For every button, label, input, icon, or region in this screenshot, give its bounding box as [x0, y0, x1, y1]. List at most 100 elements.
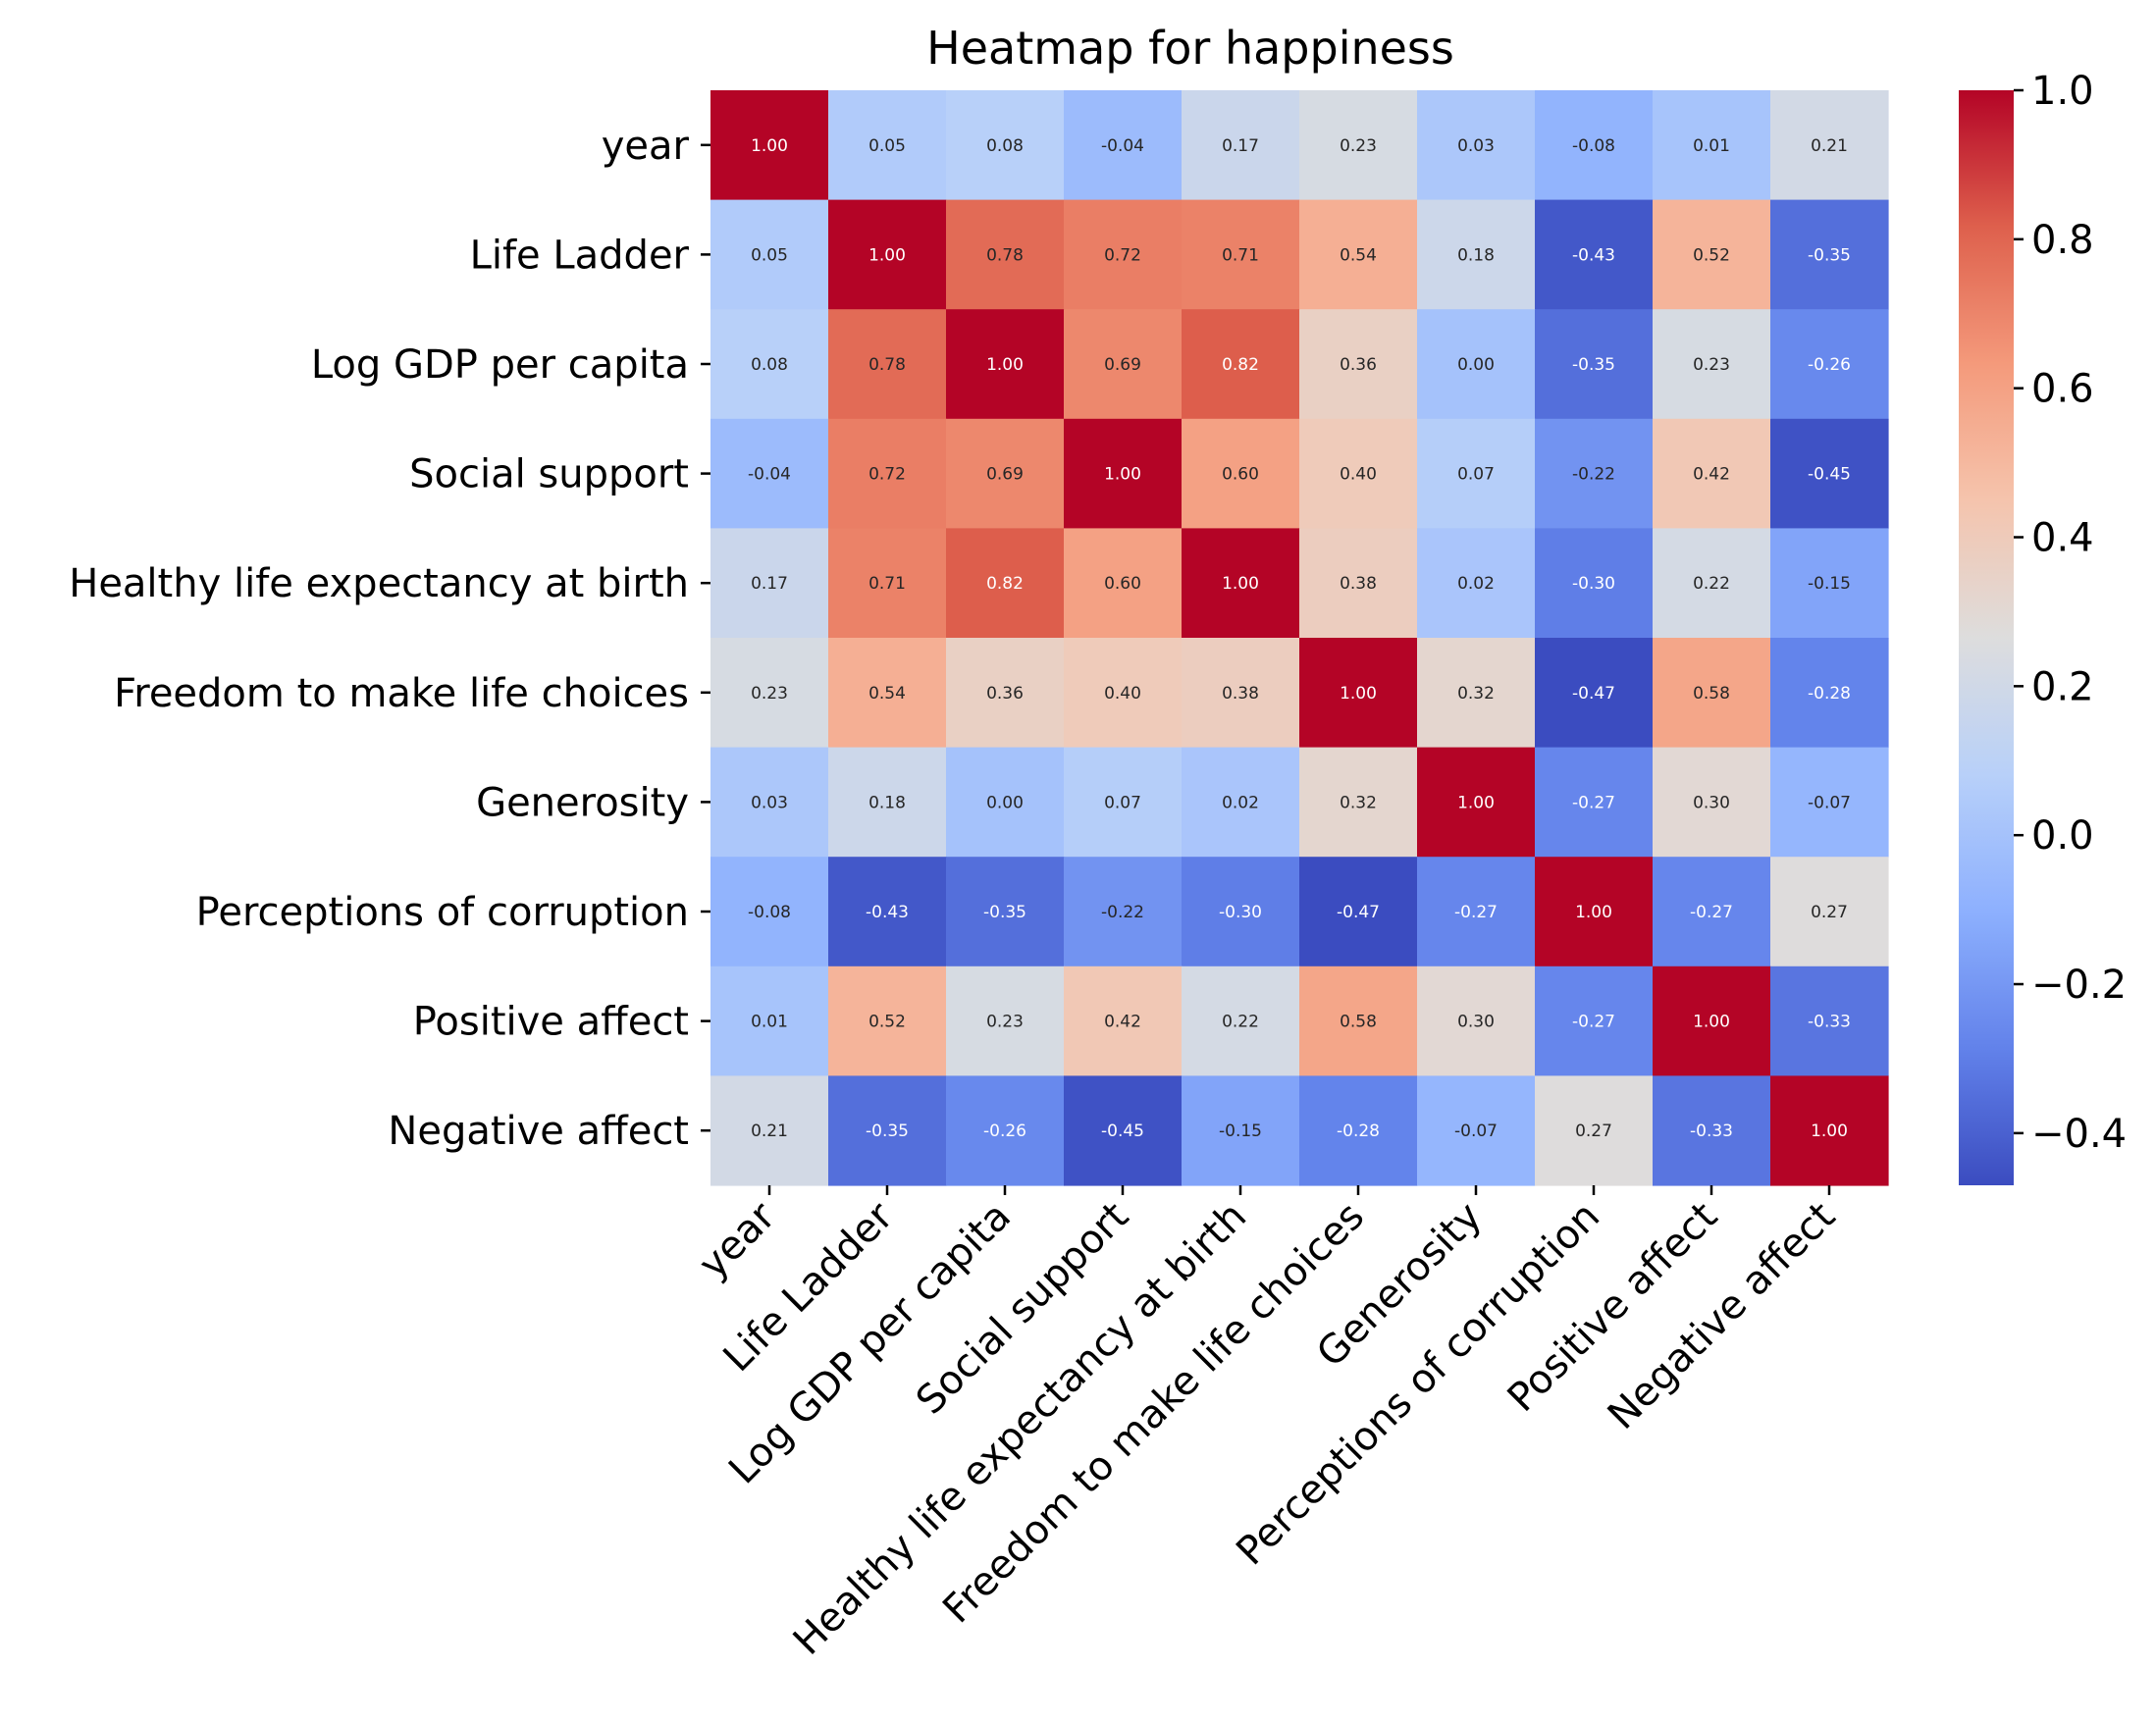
cell-value-label: -0.22	[1101, 903, 1144, 922]
cell-value-label: 1.00	[1693, 1013, 1730, 1032]
heatmap-cell-r2-c7	[1535, 309, 1654, 420]
colorbar-tick-label: 0.8	[2031, 218, 2094, 263]
heatmap-cell-r5-c4	[1182, 638, 1300, 749]
cell-value-label: 0.22	[1222, 1013, 1259, 1032]
cell-value-label: 0.18	[868, 793, 906, 812]
heatmap-cell-r8-c2	[946, 965, 1065, 1076]
cell-value-label: 1.00	[1222, 574, 1259, 594]
heatmap-cell-r5-c2	[946, 638, 1065, 749]
cell-value-label: -0.15	[1219, 1122, 1262, 1141]
cell-value-label: 0.69	[986, 465, 1024, 485]
cell-value-label: 0.38	[1340, 574, 1377, 594]
cell-value-label: -0.27	[1690, 903, 1733, 922]
heatmap-cell-r0-c3	[1064, 90, 1183, 201]
heatmap-cell-r1-c1	[828, 199, 947, 310]
cell-value-label: -0.27	[1572, 1013, 1615, 1032]
cell-value-label: -0.28	[1808, 684, 1851, 704]
heatmap-cell-r2-c0	[710, 309, 829, 420]
heatmap-cell-r8-c1	[828, 965, 947, 1076]
heatmap-cells: 1.00 0.05 0.08 -0.04 0.17 0.23 0.03 -0.08 0.01 0.…	[710, 90, 1889, 1186]
colorbar-tick-label: −0.2	[2031, 963, 2127, 1008]
heatmap-cell-r5-c3	[1064, 638, 1183, 749]
heatmap-cell-r4-c4	[1182, 528, 1300, 639]
heatmap-cell-r4-c9	[1770, 528, 1889, 639]
heatmap-cell-r9-c9	[1770, 1075, 1889, 1186]
heatmap-cell-r9-c1	[828, 1075, 947, 1186]
heatmap-cell-r4-c0	[710, 528, 829, 639]
cell-value-label: 0.42	[1693, 465, 1730, 485]
cell-value-label: 0.01	[1693, 136, 1730, 156]
cell-value-label: -0.47	[1337, 903, 1380, 922]
y-tick-label-healthy-life-expectancy-at-birth: Healthy life expectancy at birth	[69, 561, 689, 606]
colorbar-tick-label: 0.2	[2031, 664, 2094, 709]
colorbar-tick-label: 0.4	[2031, 516, 2094, 561]
cell-value-label: 0.22	[1693, 574, 1730, 594]
heatmap-cell-r4-c7	[1535, 528, 1654, 639]
cell-value-label: 0.08	[751, 355, 788, 375]
chart-title: Heatmap for happiness	[926, 22, 1454, 75]
cell-value-label: 1.00	[1457, 793, 1495, 812]
cell-value-label: 0.17	[1222, 136, 1259, 156]
heatmap-cell-r9-c0	[710, 1075, 829, 1186]
cell-value-label: 1.00	[868, 245, 906, 265]
cell-value-label: -0.30	[1219, 903, 1262, 922]
cell-value-label: -0.26	[1808, 355, 1851, 375]
x-tick-label-positive-affect: Positive affect	[1499, 1194, 1726, 1421]
cell-value-label: -0.35	[983, 903, 1026, 922]
heatmap-cell-r6-c6	[1417, 747, 1536, 858]
heatmap-cell-r0-c4	[1182, 90, 1300, 201]
heatmap-cell-r3-c7	[1535, 418, 1654, 529]
heatmap-cell-r8-c6	[1417, 965, 1536, 1076]
cell-value-label: 0.58	[1693, 684, 1730, 704]
cell-value-label: 0.30	[1457, 1013, 1495, 1032]
y-tick-label-life-ladder: Life Ladder	[470, 233, 690, 278]
y-tick-label-freedom-to-make-life-choices: Freedom to make life choices	[114, 671, 689, 716]
cell-value-label: 1.00	[1575, 903, 1612, 922]
heatmap-cell-r3-c1	[828, 418, 947, 529]
cell-value-label: 0.60	[1222, 465, 1259, 485]
heatmap-cell-r9-c8	[1653, 1075, 1771, 1186]
cell-value-label: 0.27	[1575, 1122, 1612, 1141]
heatmap-cell-r2-c2	[946, 309, 1065, 420]
heatmap-cell-r6-c1	[828, 747, 947, 858]
cell-value-label: -0.45	[1101, 1122, 1144, 1141]
cell-value-label: -0.22	[1572, 465, 1615, 485]
heatmap-cell-r8-c7	[1535, 965, 1654, 1076]
x-tick-label-freedom-to-make-life-choices: Freedom to make life choices	[934, 1194, 1373, 1633]
heatmap-cell-r8-c3	[1064, 965, 1183, 1076]
heatmap-cell-r3-c0	[710, 418, 829, 529]
heatmap-cell-r8-c5	[1299, 965, 1418, 1076]
heatmap-cell-r4-c5	[1299, 528, 1418, 639]
heatmap-cell-r6-c0	[710, 747, 829, 858]
cell-value-label: 0.72	[868, 465, 906, 485]
cell-value-label: -0.27	[1572, 793, 1615, 812]
cell-value-label: 0.21	[751, 1122, 788, 1141]
heatmap-cell-r9-c4	[1182, 1075, 1300, 1186]
colorbar-gradient	[1959, 90, 2014, 1185]
y-tick-labels: year Life Ladder Log GDP per capita Social …	[69, 124, 710, 1154]
colorbar-tick-label: 0.0	[2031, 813, 2094, 859]
heatmap-cell-r1-c2	[946, 199, 1065, 310]
heatmap-cell-r1-c7	[1535, 199, 1654, 310]
x-tick-label-negative-affect: Negative affect	[1600, 1194, 1844, 1438]
heatmap-cell-r4-c3	[1064, 528, 1183, 639]
cell-value-label: 0.69	[1104, 355, 1141, 375]
cell-value-label: 1.00	[986, 355, 1024, 375]
cell-value-label: 0.82	[1222, 355, 1259, 375]
heatmap-cell-r0-c7	[1535, 90, 1654, 201]
cell-value-label: 1.00	[751, 136, 788, 156]
cell-value-label: 0.40	[1104, 684, 1141, 704]
cell-value-label: 0.07	[1457, 465, 1495, 485]
heatmap-cell-r6-c7	[1535, 747, 1654, 858]
heatmap-cell-r5-c0	[710, 638, 829, 749]
heatmap-cell-r7-c5	[1299, 857, 1418, 967]
heatmap-cell-r5-c5	[1299, 638, 1418, 749]
heatmap-cell-r6-c8	[1653, 747, 1771, 858]
heatmap-cell-r2-c9	[1770, 309, 1889, 420]
x-tick-label-year: year	[690, 1193, 784, 1287]
heatmap-cell-r8-c4	[1182, 965, 1300, 1076]
cell-value-label: 0.32	[1340, 793, 1377, 812]
cell-value-label: 0.23	[1693, 355, 1730, 375]
cell-value-label: -0.35	[866, 1122, 909, 1141]
cell-value-label: 0.05	[868, 136, 906, 156]
